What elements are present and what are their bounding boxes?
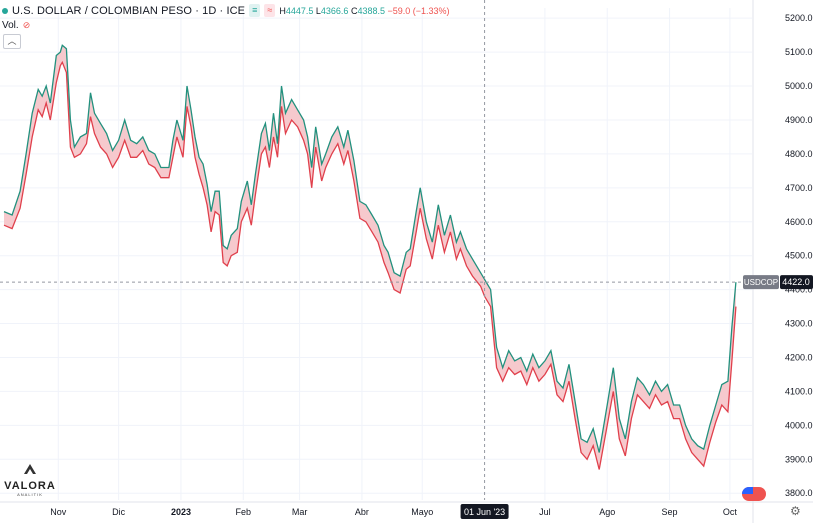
symbol-tag-label: USDCOP	[744, 278, 778, 287]
y-tick-label: 4500.0	[785, 251, 813, 261]
y-tick-label: 3900.0	[785, 454, 813, 464]
logo-word: VALORA	[4, 480, 56, 492]
x-tick-label: Jul	[539, 507, 551, 517]
y-tick-label: 4900.0	[785, 115, 813, 125]
low-value: 4366.6	[320, 5, 349, 16]
close-value: 4388.5	[357, 5, 385, 16]
y-tick-label: 4200.0	[785, 352, 813, 362]
price-tag-label: 4422.0	[782, 277, 810, 287]
volume-legend: Vol. ⊘	[2, 20, 30, 31]
valora-logo: VALORA ANALITIK	[2, 462, 58, 497]
market-status-icon	[2, 7, 8, 14]
compare-badge[interactable]: ≈	[264, 4, 276, 17]
lower-series-line	[3, 60, 737, 470]
series-area	[3, 44, 737, 470]
y-tick-label: 4700.0	[785, 183, 813, 193]
y-tick-label: 5100.0	[785, 47, 813, 57]
x-tick-label: Ago	[599, 507, 615, 517]
y-tick-label: 4600.0	[785, 217, 813, 227]
x-tick-label: Feb	[236, 507, 252, 517]
symbol-title[interactable]: U.S. DOLLAR / COLOMBIAN PESO · 1D · ICE	[12, 4, 246, 17]
chevron-up-icon[interactable]: ︿	[3, 34, 21, 49]
y-tick-label: 4800.0	[785, 149, 813, 159]
x-tick-label: Dic	[112, 507, 125, 517]
change-value: −59.0 (−1.33%)	[387, 5, 450, 16]
y-tick-label: 4300.0	[785, 319, 813, 329]
x-tick-label: Abr	[355, 507, 369, 517]
x-tick-label: Sep	[662, 507, 678, 517]
chart-header: U.S. DOLLAR / COLOMBIAN PESO · 1D · ICE …	[2, 4, 450, 17]
x-axis: Nov Dic 2023 Feb Mar Abr Mayo Jul Ago Sep Oct	[50, 507, 737, 517]
x-tick-label: Oct	[723, 507, 738, 517]
x-tick-label: 2023	[171, 507, 191, 517]
crosshair-date-box	[460, 504, 509, 519]
ohlc-values: H4447.5 L4366.6 C4388.5 −59.0 (−1.33%)	[279, 6, 449, 16]
y-tick-label: 4100.0	[785, 386, 813, 396]
x-tick-label: Nov	[50, 507, 67, 517]
band-fill	[4, 45, 736, 470]
y-tick-label: 3800.0	[785, 488, 813, 498]
eye-off-icon[interactable]: ⊘	[22, 20, 31, 30]
low-label: L	[315, 5, 321, 16]
y-tick-label: 5200.0	[785, 13, 813, 23]
gear-icon[interactable]: ⚙	[790, 504, 801, 518]
y-axis: 5200.0 5100.0 5000.0 4900.0 4800.0 4700.0 4600…	[785, 13, 813, 498]
y-tick-label: 4400.0	[785, 285, 813, 295]
y-tick-label: 5000.0	[785, 81, 813, 91]
upper-series-line	[3, 44, 737, 453]
price-labels: USDCOP 4422.0	[743, 275, 813, 290]
high-label: H	[279, 5, 286, 16]
close-label: C	[350, 5, 358, 16]
y-tick-label: 4000.0	[785, 420, 813, 430]
crosshair-date-label: 01 Jun '23	[464, 507, 505, 517]
high-value: 4447.5	[285, 5, 314, 16]
volume-label[interactable]: Vol.	[2, 20, 19, 31]
crosshair: 01 Jun '23	[0, 0, 752, 519]
symbol-tag-box	[743, 275, 779, 290]
price-tag-box	[780, 275, 813, 290]
currency-flag-icon[interactable]	[742, 487, 766, 501]
logo-mark-icon	[24, 464, 36, 474]
x-tick-label: Mayo	[411, 507, 433, 517]
logo-sub: ANALITIK	[17, 492, 43, 497]
indicator-badge[interactable]: ≡	[249, 4, 261, 17]
x-tick-label: Mar	[292, 507, 308, 517]
